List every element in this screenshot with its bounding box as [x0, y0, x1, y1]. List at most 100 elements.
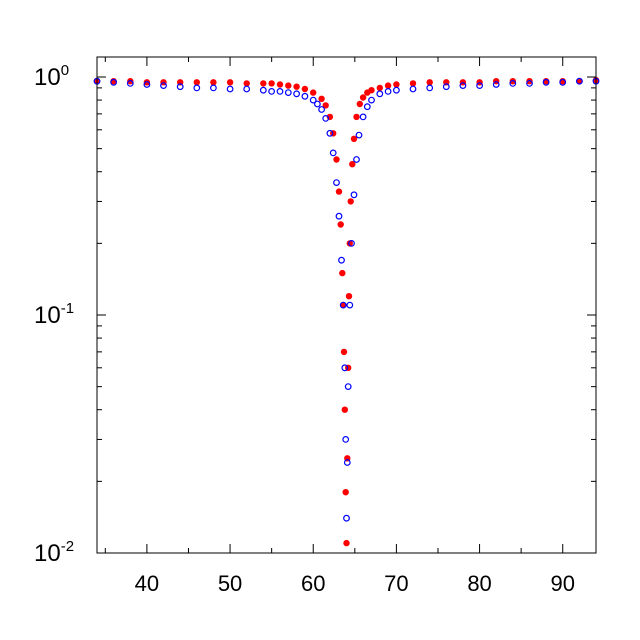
- red-data-point: [339, 269, 346, 277]
- y-tick-label: 100: [34, 62, 69, 91]
- red-data-point: [359, 94, 367, 101]
- blue-data-point: [293, 90, 301, 98]
- red-data-point: [143, 79, 151, 86]
- red-data-point: [340, 301, 347, 309]
- red-data-point: [301, 85, 309, 93]
- blue-data-point: [359, 113, 367, 121]
- blue-data-point: [143, 81, 151, 88]
- blue-data-point: [110, 78, 117, 86]
- red-data-point: [333, 156, 340, 163]
- red-data-point: [318, 95, 325, 103]
- blue-data-point: [176, 83, 184, 91]
- blue-data-point: [333, 179, 340, 187]
- red-data-point: [393, 81, 400, 88]
- blue-data-point: [226, 85, 234, 93]
- y-tick-labels: 100 10-1 10-2: [34, 62, 74, 567]
- blue-data-point: [559, 78, 567, 86]
- blue-data-point: [318, 106, 326, 113]
- y-tick-label: 10-1: [34, 300, 74, 329]
- red-data-point: [210, 79, 217, 86]
- red-data-point: [409, 80, 417, 87]
- red-data-point: [335, 188, 343, 195]
- blue-data-point: [276, 87, 284, 95]
- blue-data-point: [368, 96, 375, 104]
- blue-data-point: [526, 79, 533, 87]
- blue-data-point: [376, 90, 384, 98]
- blue-data-point: [259, 86, 267, 94]
- red-data-point: [341, 406, 348, 413]
- blue-data-point: [326, 129, 334, 137]
- x-tick-label: 90: [550, 571, 574, 596]
- red-data-point: [368, 87, 375, 94]
- blue-data-point: [409, 85, 417, 93]
- blue-data-point: [476, 82, 484, 89]
- blue-data-point: [268, 87, 276, 95]
- red-data-point: [285, 82, 292, 89]
- red-data-point: [349, 161, 356, 168]
- red-data-point: [384, 82, 392, 89]
- red-data-point: [353, 113, 360, 121]
- blue-data-point: [492, 81, 500, 88]
- blue-data-point: [314, 100, 321, 108]
- blue-data-point: [193, 84, 201, 92]
- blue-data-point: [309, 96, 317, 104]
- red-data-point: [340, 348, 348, 356]
- red-data-point: [226, 79, 234, 86]
- red-data-point: [260, 80, 267, 87]
- blue-data-point: [243, 85, 251, 93]
- y-tick-label: 10-2: [34, 538, 74, 567]
- blue-data-point: [393, 86, 400, 94]
- blue-data-point: [301, 92, 309, 100]
- red-data-point: [310, 89, 317, 96]
- blue-data-point: [341, 364, 349, 372]
- blue-data-point: [426, 84, 434, 92]
- red-data-point: [350, 135, 358, 142]
- blue-data-point: [343, 514, 350, 522]
- x-tick-label: 50: [218, 571, 242, 596]
- x-tick-label: 40: [135, 571, 159, 596]
- blue-data-point: [350, 191, 358, 199]
- blue-data-point: [160, 82, 167, 89]
- blue-data-point: [338, 256, 345, 264]
- blue-data-point: [284, 89, 292, 96]
- red-data-point: [193, 79, 200, 86]
- x-tick-label: 60: [301, 571, 325, 596]
- blue-data-point: [363, 103, 371, 111]
- blue-data-point: [209, 84, 217, 92]
- red-data-point: [343, 539, 350, 547]
- x-tick-label: 80: [467, 571, 491, 596]
- plot-frame: [96, 56, 597, 554]
- blue-data-point: [342, 436, 350, 443]
- blue-data-point: [126, 79, 134, 87]
- axis-ticks: [97, 57, 596, 554]
- x-tick-labels: 40 50 60 70 80 90: [135, 571, 575, 596]
- blue-data-point: [344, 383, 352, 391]
- red-data-point: [322, 102, 329, 109]
- red-data-point: [276, 81, 284, 88]
- blue-data-point: [346, 301, 354, 309]
- red-data-point: [345, 293, 353, 300]
- red-data-point: [356, 100, 363, 108]
- blue-data-point: [348, 239, 355, 247]
- blue-data-point: [343, 459, 351, 466]
- red-data-point: [346, 240, 353, 247]
- blue-data-point: [353, 156, 360, 163]
- blue-data-point: [442, 83, 450, 91]
- red-data-point: [347, 198, 354, 205]
- red-data-point: [293, 83, 300, 90]
- blue-data-point: [329, 149, 337, 157]
- red-data-point: [342, 489, 349, 496]
- red-data-point: [426, 79, 433, 86]
- blue-data-point: [355, 131, 363, 139]
- blue-data-point: [339, 301, 347, 309]
- red-data-point: [376, 84, 383, 92]
- blue-data-point: [576, 77, 583, 85]
- blue-data-point: [459, 82, 467, 89]
- blue-data-point: [322, 114, 330, 122]
- blue-data-point: [509, 79, 517, 87]
- x-tick-label: 70: [384, 571, 408, 596]
- blue-data-point: [542, 78, 550, 86]
- red-data-point: [243, 80, 250, 87]
- blue-data-point: [335, 212, 343, 220]
